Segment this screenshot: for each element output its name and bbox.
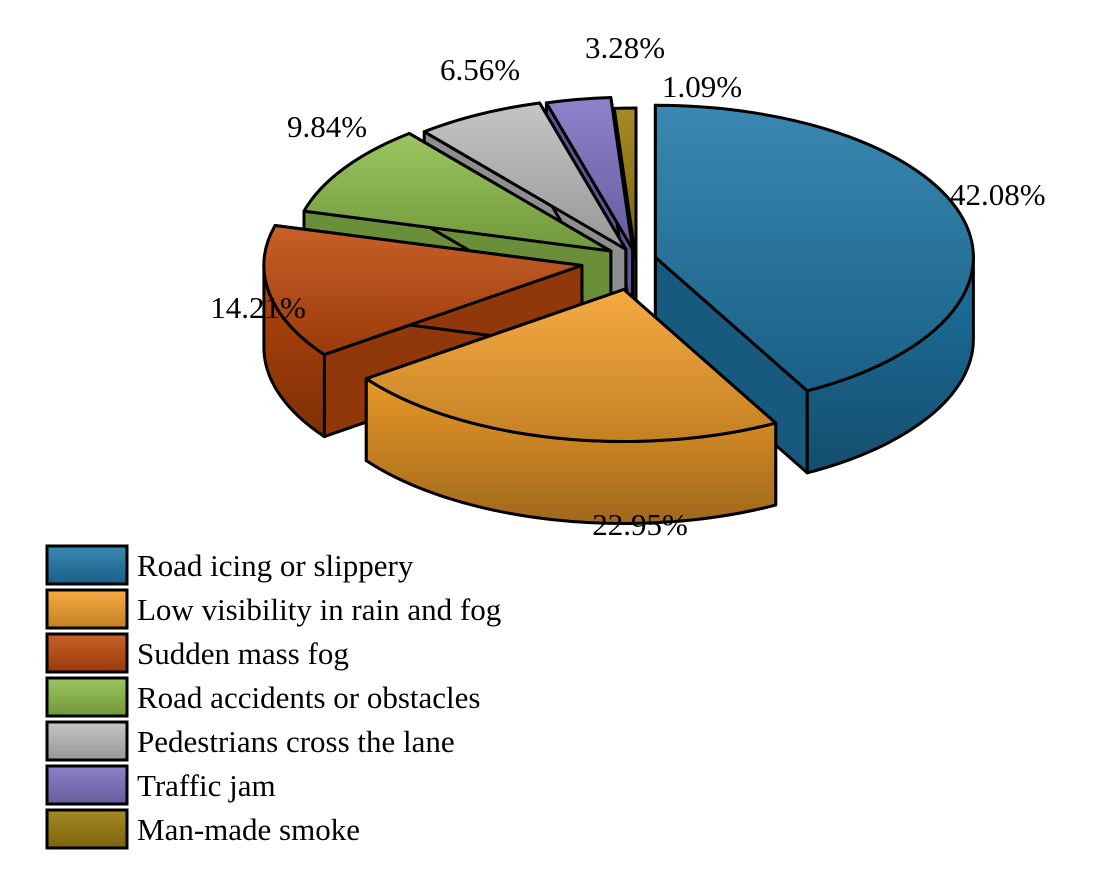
legend-swatch (45, 588, 129, 630)
legend-label: Low visibility in rain and fog (137, 592, 501, 627)
pie-slice-2 (364, 288, 778, 525)
legend-item-4: Road accidents or obstacles (45, 676, 480, 718)
legend-item-7: Man-made smoke (45, 808, 360, 850)
legend-swatch (45, 764, 129, 806)
legend-label: Road accidents or obstacles (137, 680, 480, 715)
legend-label: Pedestrians cross the lane (137, 724, 455, 759)
legend-swatch (45, 720, 129, 762)
legend-label: Traffic jam (137, 768, 276, 803)
legend-item-3: Sudden mass fog (45, 632, 349, 674)
legend: Road icing or slippery Low visibility in … (45, 544, 501, 850)
legend-label: Sudden mass fog (137, 636, 349, 671)
legend-swatch (45, 808, 129, 850)
legend-swatch (45, 632, 129, 674)
data-label-4: 9.84% (287, 109, 367, 144)
data-label-1: 42.08% (950, 177, 1046, 212)
legend-swatch (45, 544, 129, 586)
data-label-2: 22.95% (592, 507, 688, 542)
legend-item-6: Traffic jam (45, 764, 276, 806)
data-labels: 42.08% 22.95% 14.21% 9.84% 6.56% 3.28% 1.09% (210, 30, 1045, 542)
data-label-5: 6.56% (440, 52, 520, 87)
legend-item-5: Pedestrians cross the lane (45, 720, 455, 762)
legend-label: Road icing or slippery (137, 548, 414, 583)
data-label-6: 3.28% (585, 30, 665, 65)
data-label-3: 14.21% (210, 290, 306, 325)
pie-slices (262, 96, 975, 525)
legend-label: Man-made smoke (137, 812, 360, 847)
legend-item-2: Low visibility in rain and fog (45, 588, 501, 630)
legend-item-1: Road icing or slippery (45, 544, 414, 586)
legend-swatch (45, 676, 129, 718)
data-label-7: 1.09% (662, 69, 742, 104)
